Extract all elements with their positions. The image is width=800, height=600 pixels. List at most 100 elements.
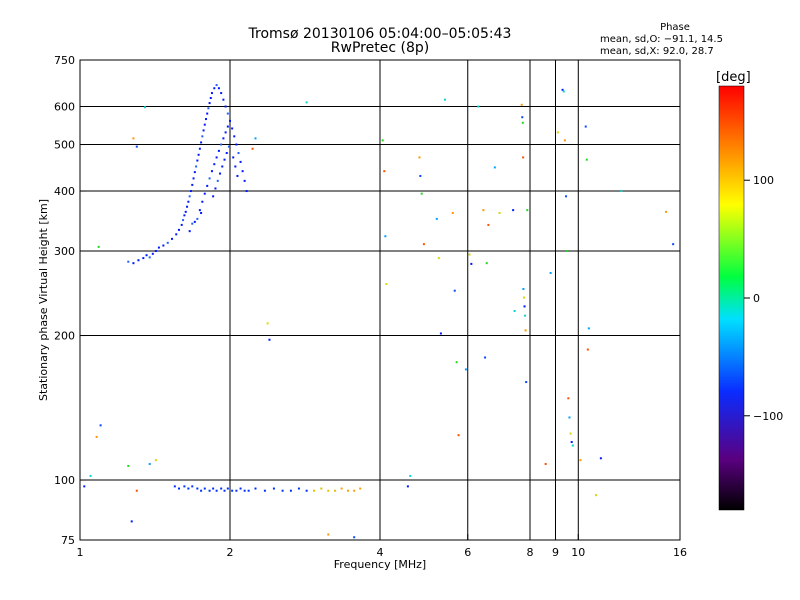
scattered-echo (420, 192, 423, 195)
scattered-echo (381, 139, 384, 142)
scattered-echo (468, 253, 471, 256)
f-region-echo (226, 112, 229, 115)
e-region-echo (263, 489, 266, 492)
f-region-echo (223, 158, 226, 161)
f-region-echo (231, 127, 234, 130)
f-region-echo (201, 200, 204, 203)
scattered-echo (435, 217, 438, 220)
colorbar-tick-label: −100 (753, 410, 783, 423)
e-region-echo (289, 489, 292, 492)
e-region-echo (208, 489, 211, 492)
scattered-echo (672, 243, 675, 246)
scattered-echo (579, 459, 582, 462)
y-tick-label: 300 (54, 245, 75, 258)
f-region-echo (132, 262, 135, 265)
x-tick-label: 9 (552, 546, 559, 559)
scattered-echo (524, 314, 527, 317)
e-region-echo (203, 487, 206, 490)
e-region-echo (173, 485, 176, 488)
f-region-echo (180, 223, 183, 226)
scattered-echo (524, 329, 527, 332)
f-region-echo (166, 241, 169, 244)
f-region-echo (191, 222, 194, 225)
f-region-echo (196, 159, 199, 162)
f-region-echo (213, 87, 216, 90)
f-region-echo (224, 105, 227, 108)
f-region-echo (200, 141, 203, 144)
e-region-echo (235, 489, 238, 492)
f-region-echo (234, 165, 237, 168)
f-region-echo (245, 190, 248, 193)
f-region-echo (217, 149, 220, 152)
e-region-echo (220, 487, 223, 490)
f-region-echo (206, 184, 209, 187)
scattered-echo (83, 485, 86, 488)
scattered-echo (268, 338, 271, 341)
scattered-echo (525, 381, 528, 384)
f-region-echo (208, 102, 211, 105)
f-region-echo (219, 172, 222, 175)
scattered-echo (513, 309, 516, 312)
f-region-echo (182, 219, 185, 222)
f-region-echo (217, 87, 220, 90)
e-region-echo (272, 487, 275, 490)
f-region-echo (202, 129, 205, 132)
colorbar-tick-label: 100 (753, 174, 774, 187)
e-region-echo (254, 487, 257, 490)
f-region-echo (225, 152, 228, 155)
f-region-echo (203, 123, 206, 126)
scattered-echo (455, 361, 458, 364)
scattered-echo (406, 485, 409, 488)
scattered-echo (470, 262, 473, 265)
chart-subtitle: RwPretec (8p) (330, 40, 430, 56)
scattered-echo (565, 195, 568, 198)
f-region-echo (201, 135, 204, 138)
e-region-echo (239, 487, 242, 490)
e-region-echo (183, 485, 186, 488)
e-region-echo (353, 489, 356, 492)
f-region-echo (215, 84, 218, 87)
f-region-echo (188, 195, 191, 198)
scattered-echo (437, 257, 440, 260)
f-region-echo (239, 160, 242, 163)
f-region-echo (227, 145, 230, 148)
scattered-echo (482, 209, 485, 212)
scattered-echo (549, 271, 552, 274)
f-region-echo (145, 254, 148, 257)
plot-ticks: 1 2 4 6 8 10 16 9 75 100 200 300 400 500 600 750 (54, 54, 687, 559)
f-region-echo (229, 119, 231, 122)
scattered-echo (584, 125, 587, 128)
scattered-echo (384, 235, 387, 238)
f-region-echo (191, 183, 194, 186)
scattered-echo (599, 457, 602, 460)
f-region-echo (209, 97, 212, 100)
scattered-echo (484, 356, 487, 359)
f-region-echo (203, 192, 206, 195)
scattered-echo (521, 116, 524, 119)
e-region-echo (226, 487, 229, 490)
phase-stats: Phase mean, sd,O: −91.1, 14.5 mean, sd,X… (600, 22, 750, 58)
e-region-echo (243, 489, 246, 492)
x-tick-label: 6 (464, 546, 471, 559)
y-tick-label: 600 (54, 101, 75, 114)
y-tick-label: 400 (54, 185, 75, 198)
e-region-echo (320, 487, 323, 490)
scattered-echo (544, 462, 547, 465)
f-region-echo (237, 152, 240, 155)
scattered-echo (521, 121, 524, 124)
f-region-echo (236, 174, 239, 177)
colorbar-unit-label: [deg] (716, 70, 751, 85)
e-region-echo (215, 489, 218, 492)
f-region-echo (210, 170, 213, 173)
scattered-echo (251, 147, 254, 150)
f-region-echo (193, 171, 196, 174)
scattered-echo (385, 283, 388, 286)
f-region-echo (142, 257, 145, 260)
e-region-echo (196, 487, 199, 490)
scattered-echo (130, 520, 133, 523)
scattered-echo (383, 170, 386, 173)
scattered-echo (567, 397, 570, 400)
e-region-echo (191, 485, 194, 488)
f-region-echo (137, 259, 140, 262)
